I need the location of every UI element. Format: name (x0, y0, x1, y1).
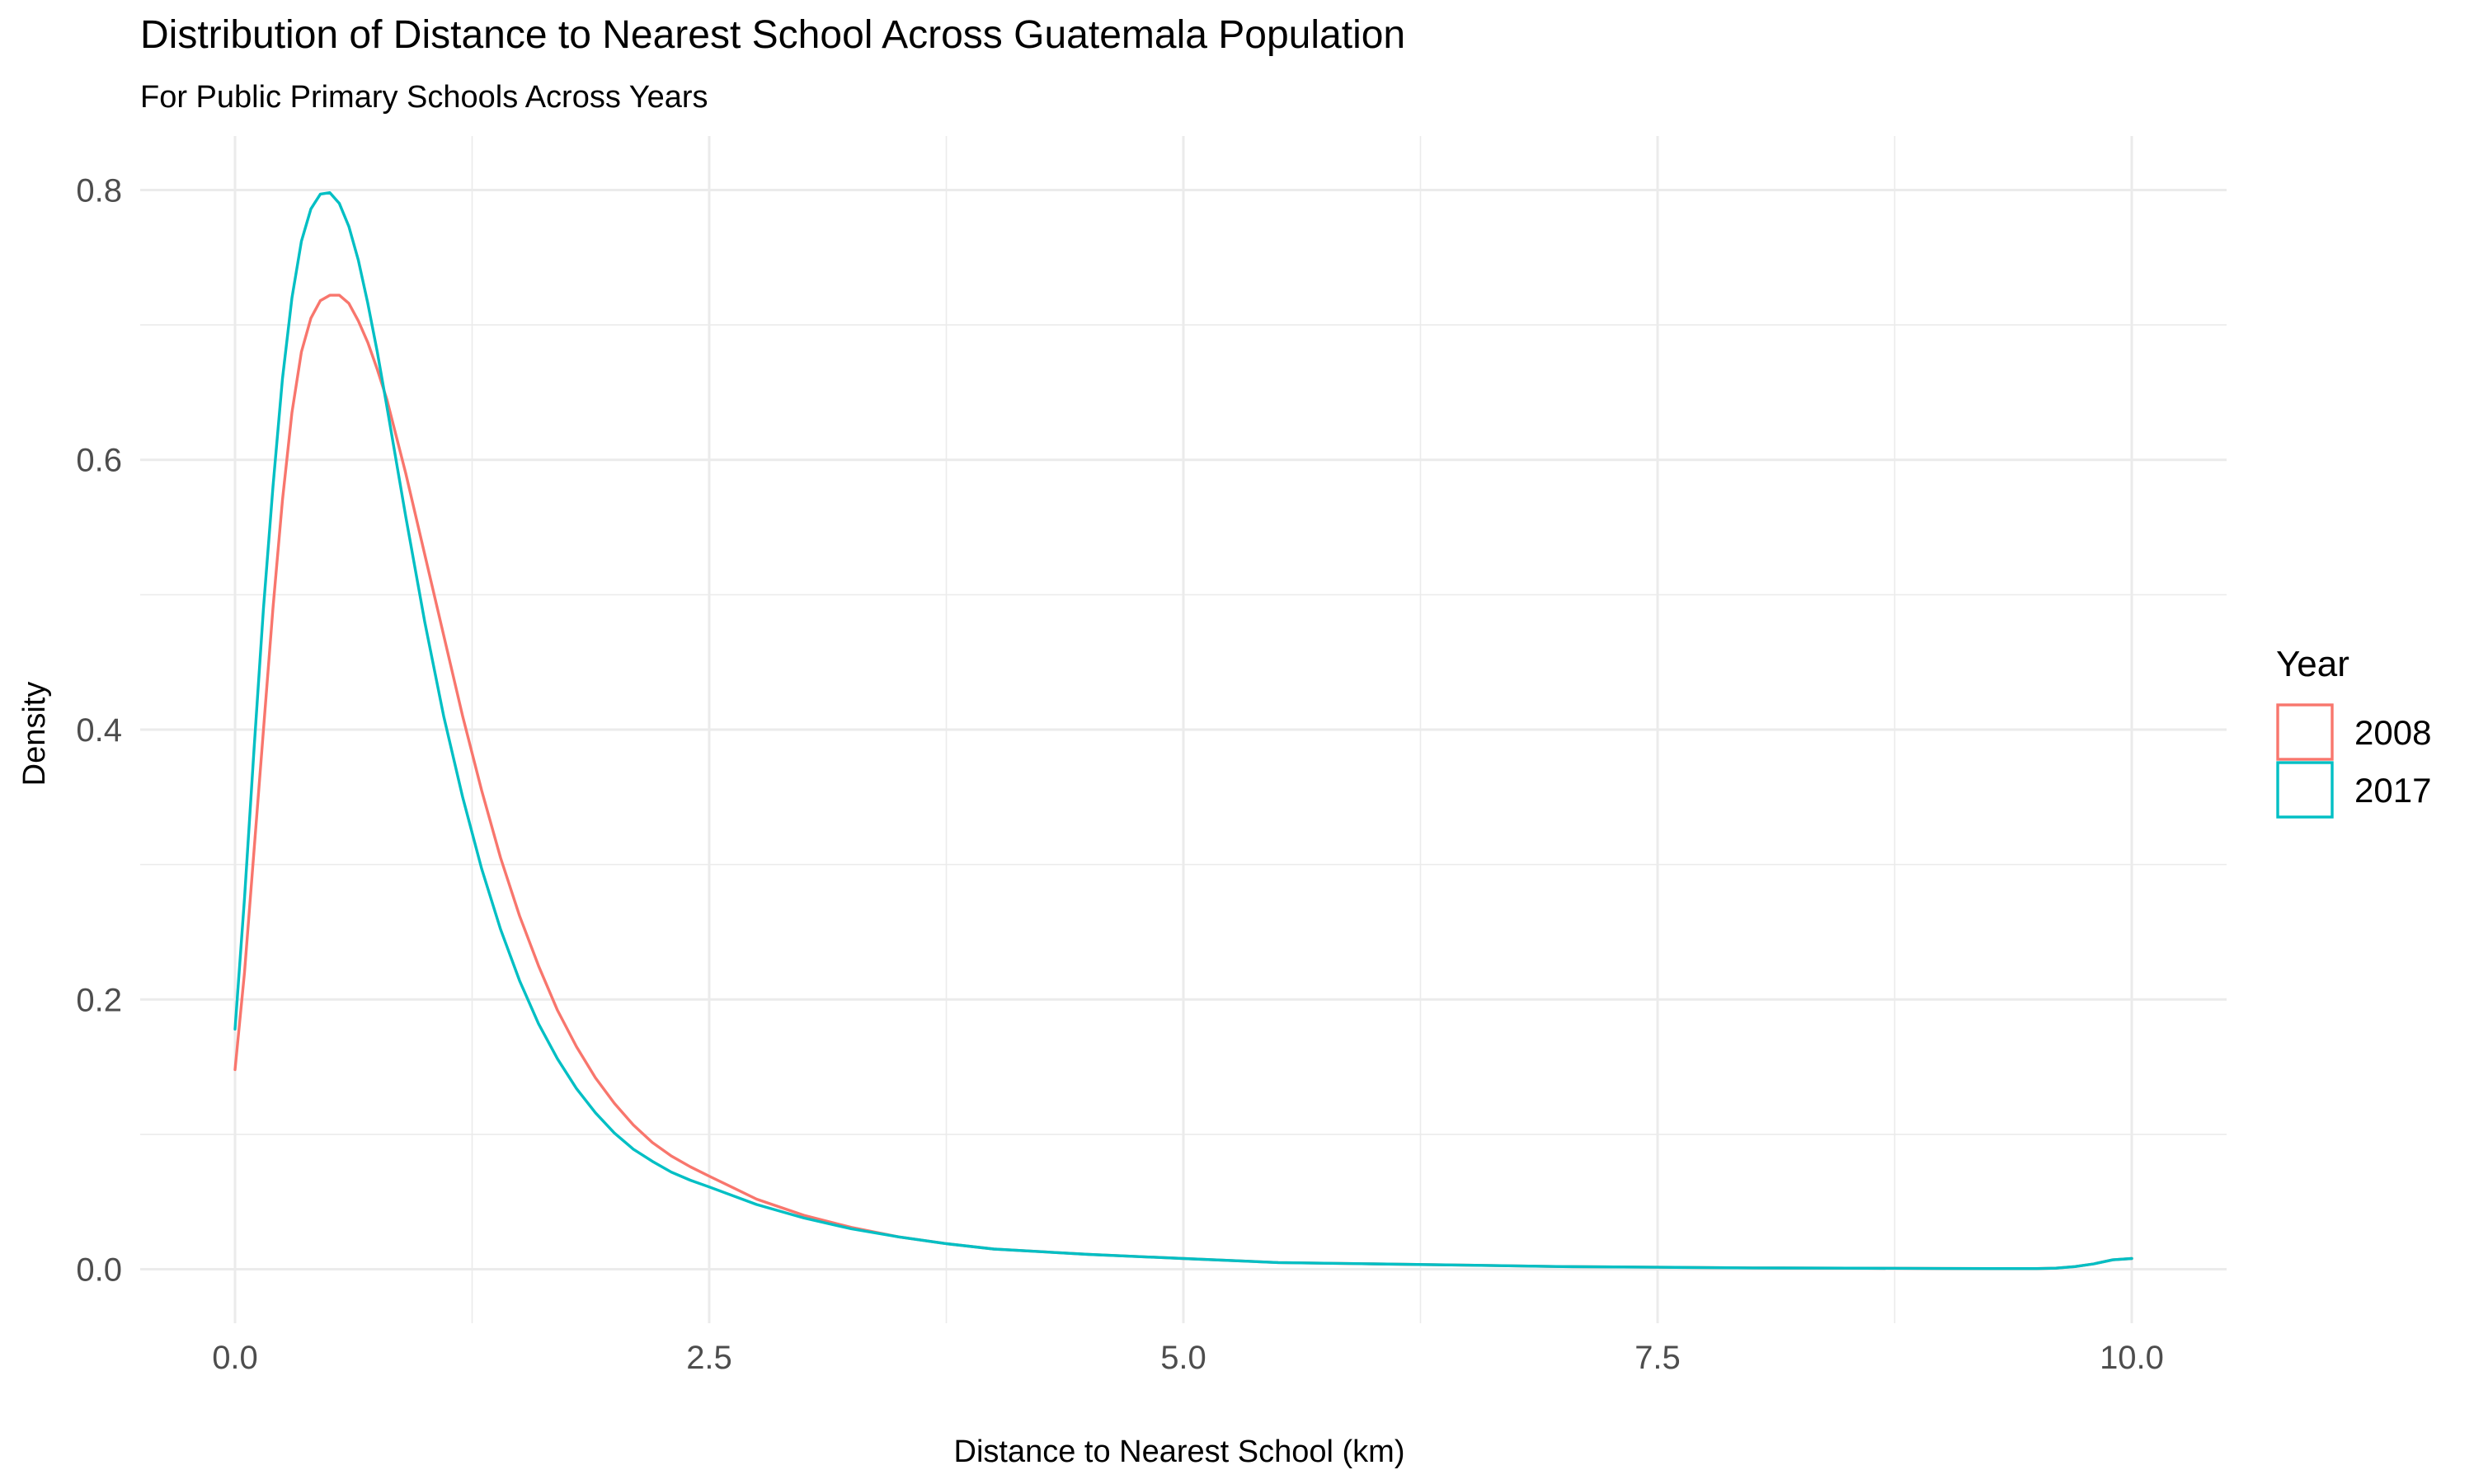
y-tick-label: 0.4 (76, 712, 122, 749)
chart-title: Distribution of Distance to Nearest Scho… (140, 13, 1405, 57)
x-axis-title: Distance to Nearest School (km) (954, 1435, 1405, 1469)
legend: Year 2008 2017 (2276, 644, 2431, 819)
x-tick-label: 5.0 (1160, 1340, 1206, 1376)
legend-key-2017 (2276, 761, 2334, 819)
y-axis-title: Density (17, 682, 52, 787)
y-tick-label: 0.8 (76, 172, 122, 209)
series-lines (233, 191, 2133, 1270)
grid (140, 136, 2227, 1323)
y-tick-label: 0.2 (76, 982, 122, 1018)
y-tick-label: 0.0 (76, 1252, 122, 1289)
x-tick-label: 0.0 (212, 1340, 258, 1376)
legend-label-2008: 2008 (2354, 713, 2431, 752)
y-tick-label: 0.6 (76, 443, 122, 479)
legend-title: Year (2276, 644, 2349, 684)
series-line-2017 (233, 191, 2133, 1270)
x-axis-ticks: 0.0 2.5 5.0 7.5 10.0 (212, 1340, 2164, 1376)
y-axis-ticks: 0.0 0.2 0.4 0.6 0.8 (76, 172, 122, 1288)
x-tick-label: 10.0 (2100, 1340, 2164, 1376)
chart-subtitle: For Public Primary Schools Across Years (140, 80, 708, 115)
legend-items: 2008 2017 (2276, 703, 2431, 819)
legend-label-2017: 2017 (2354, 771, 2431, 810)
legend-key-2008 (2276, 703, 2334, 761)
x-tick-label: 2.5 (686, 1340, 732, 1376)
x-tick-label: 7.5 (1634, 1340, 1681, 1376)
